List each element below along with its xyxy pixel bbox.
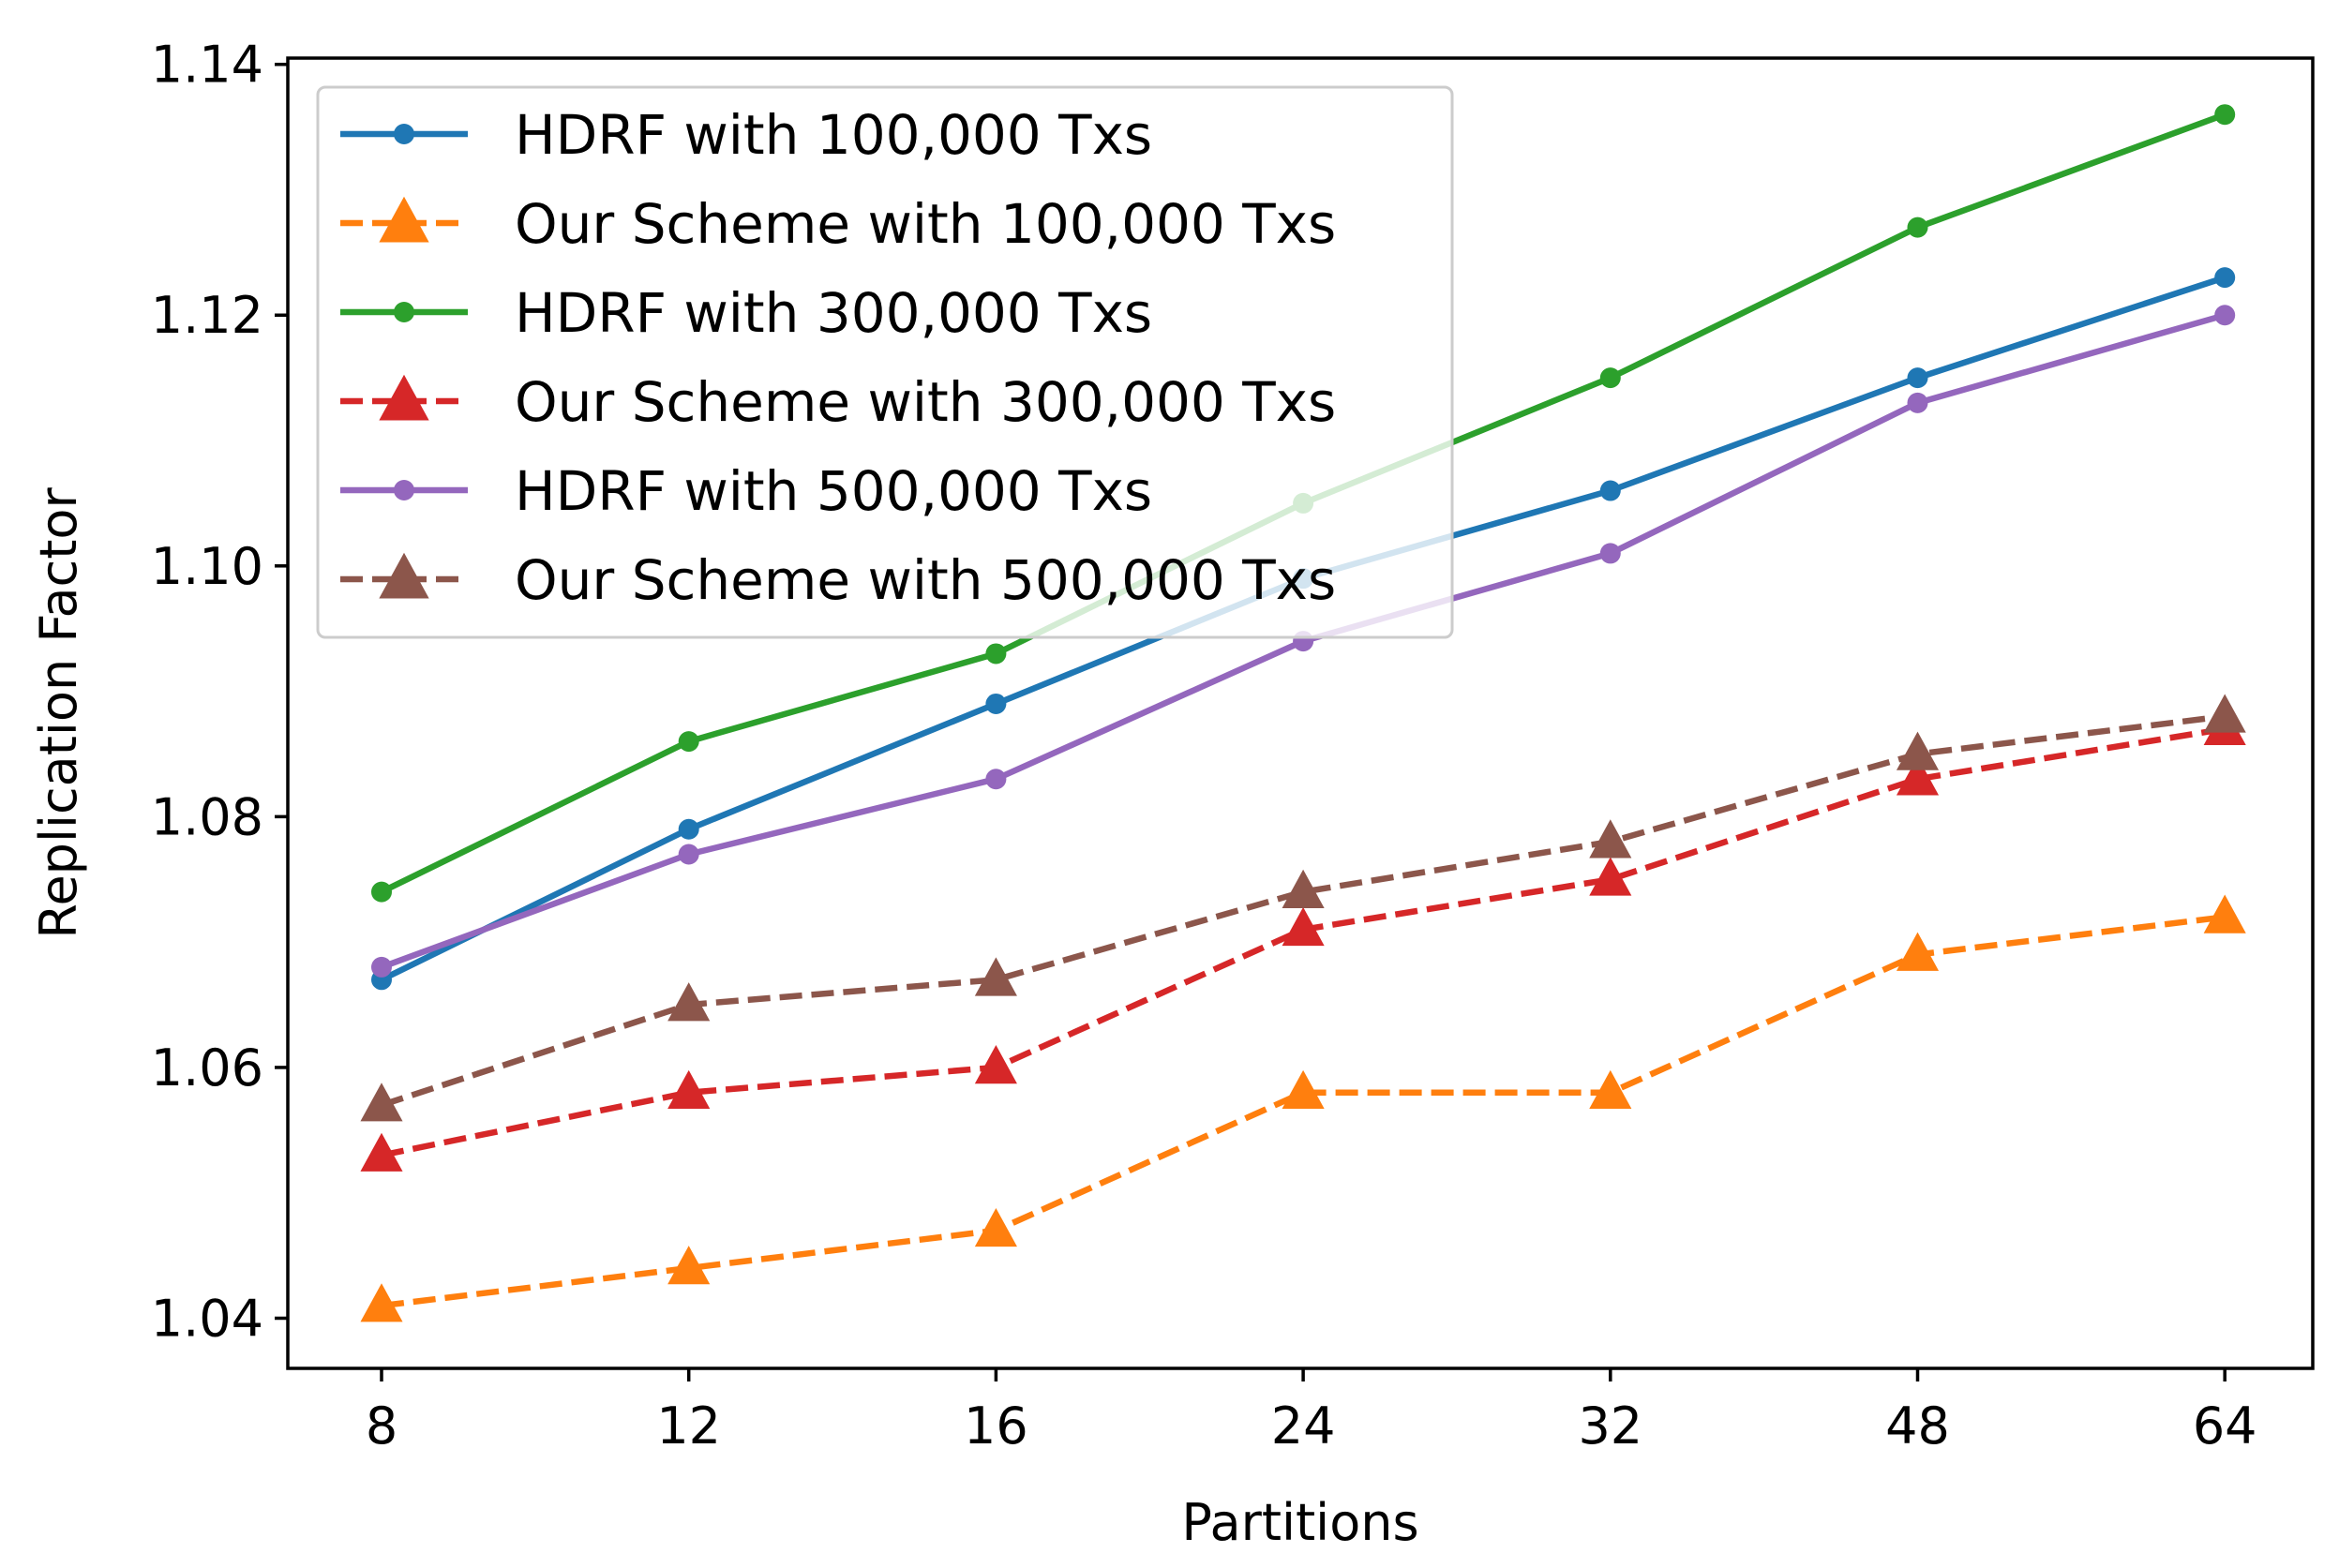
legend: HDRF with 100,000 Txs Our Scheme with 100… <box>316 85 1454 639</box>
data-point <box>2214 104 2236 126</box>
data-point <box>1907 367 1928 389</box>
legend-marker <box>394 480 414 500</box>
data-point <box>1907 217 1928 238</box>
y-tick-label: 1.10 <box>151 537 263 596</box>
data-point <box>2203 894 2246 933</box>
x-axis-label: Partitions <box>1181 1493 1418 1552</box>
data-point <box>974 957 1017 996</box>
legend-label: Our Scheme with 500,000 Txs <box>515 548 1336 612</box>
data-point <box>1589 1069 1632 1110</box>
data-point <box>1896 932 1940 971</box>
series-6 <box>360 694 2246 1122</box>
data-point <box>974 1207 1017 1247</box>
data-point <box>974 1045 1017 1084</box>
plot-frame <box>286 56 2315 1370</box>
legend-marker <box>379 552 429 599</box>
legend-frame <box>316 85 1454 639</box>
x-axis: 8 12 16 24 32 48 64 <box>366 1368 2257 1456</box>
data-point <box>1599 367 1621 389</box>
data-point <box>1907 392 1928 413</box>
x-tick-label: 8 <box>366 1396 397 1456</box>
data-point <box>985 769 1007 790</box>
data-point <box>1282 906 1325 947</box>
data-point <box>667 1246 711 1285</box>
legend-entry: Our Scheme with 100,000 Txs <box>340 192 1336 256</box>
legend-label: Our Scheme with 300,000 Txs <box>515 370 1336 434</box>
legend-label: HDRF with 100,000 Txs <box>515 103 1152 167</box>
data-point <box>360 1132 403 1172</box>
legend-marker <box>394 124 414 144</box>
data-point <box>1599 480 1621 501</box>
legend-marker <box>379 374 429 421</box>
data-point <box>985 693 1007 714</box>
legend-label: HDRF with 300,000 Txs <box>515 281 1152 345</box>
data-point <box>2214 305 2236 326</box>
data-point <box>1282 869 1325 908</box>
legend-entry: HDRF with 100,000 Txs <box>340 103 1152 167</box>
series-4 <box>360 706 2246 1172</box>
legend-marker <box>394 302 414 322</box>
legend-entry: HDRF with 300,000 Txs <box>340 281 1152 345</box>
data-point <box>360 1283 403 1322</box>
data-point <box>667 982 711 1022</box>
legend-entry: Our Scheme with 300,000 Txs <box>340 370 1336 434</box>
data-point <box>678 844 699 865</box>
x-tick-label: 12 <box>656 1396 721 1456</box>
data-point <box>667 1069 711 1110</box>
x-tick-label: 16 <box>964 1396 1028 1456</box>
x-tick-label: 32 <box>1578 1396 1642 1456</box>
data-point <box>1896 756 1940 796</box>
data-point <box>2214 267 2236 289</box>
x-tick-label: 64 <box>2193 1396 2257 1456</box>
y-axis: 1.04 1.06 1.08 1.10 1.12 1.14 <box>151 36 288 1348</box>
data-point <box>1896 731 1940 770</box>
data-point <box>1599 543 1621 564</box>
x-tick-label: 24 <box>1271 1396 1336 1456</box>
y-tick-label: 1.12 <box>151 286 263 345</box>
y-tick-label: 1.08 <box>151 787 263 846</box>
y-tick-label: 1.14 <box>151 36 263 95</box>
y-tick-label: 1.06 <box>151 1038 263 1098</box>
data-point <box>371 956 392 978</box>
x-tick-label: 48 <box>1885 1396 1950 1456</box>
series-2 <box>360 894 2246 1322</box>
y-axis-label: Replication Factor <box>29 487 88 939</box>
data-point <box>1282 1069 1325 1110</box>
data-point <box>360 1083 403 1122</box>
legend-label: Our Scheme with 100,000 Txs <box>515 192 1336 256</box>
data-point <box>1589 857 1632 896</box>
data-point <box>678 731 699 753</box>
legend-marker <box>379 196 429 243</box>
y-tick-label: 1.04 <box>151 1289 263 1348</box>
legend-entry: HDRF with 500,000 Txs <box>340 459 1152 523</box>
data-point <box>1589 819 1632 859</box>
data-point <box>985 643 1007 665</box>
data-point <box>2203 694 2246 733</box>
data-point <box>371 881 392 903</box>
legend-entry: Our Scheme with 500,000 Txs <box>340 548 1336 612</box>
series-5 <box>371 305 2236 978</box>
legend-label: HDRF with 500,000 Txs <box>515 459 1152 523</box>
data-point <box>678 818 699 840</box>
